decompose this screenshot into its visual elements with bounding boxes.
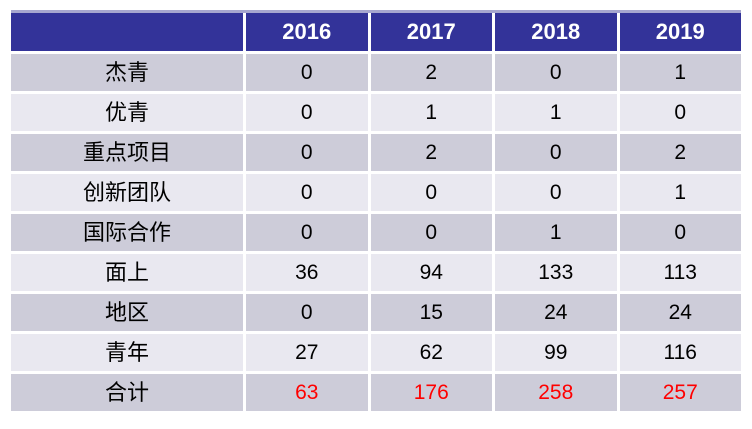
row-label: 青年 bbox=[11, 334, 243, 371]
table-cell: 1 bbox=[370, 94, 492, 131]
table-cell: 2 bbox=[370, 134, 492, 171]
table-cell: 1 bbox=[619, 54, 741, 91]
table-cell: 62 bbox=[370, 334, 492, 371]
table-cell: 15 bbox=[370, 294, 492, 331]
table-cell: 2 bbox=[619, 134, 741, 171]
table-top-border bbox=[11, 10, 741, 13]
column-header-2017: 2017 bbox=[370, 13, 492, 51]
table-cell: 94 bbox=[370, 254, 492, 291]
table-cell: 0 bbox=[495, 174, 617, 211]
total-cell: 258 bbox=[495, 374, 617, 411]
table-cell: 0 bbox=[619, 94, 741, 131]
column-header-2018: 2018 bbox=[495, 13, 617, 51]
table-cell: 0 bbox=[246, 134, 368, 171]
row-label: 杰青 bbox=[11, 54, 243, 91]
grants-by-year-table: 2016 2017 2018 2019 杰青 0 2 0 1 优青 0 1 1 … bbox=[11, 10, 741, 411]
table-cell: 1 bbox=[619, 174, 741, 211]
total-cell: 257 bbox=[619, 374, 741, 411]
table-cell: 0 bbox=[246, 214, 368, 251]
row-label: 优青 bbox=[11, 94, 243, 131]
row-label: 地区 bbox=[11, 294, 243, 331]
column-header-2019: 2019 bbox=[619, 13, 741, 51]
table-cell: 113 bbox=[619, 254, 741, 291]
total-cell: 176 bbox=[370, 374, 492, 411]
table-cell: 0 bbox=[246, 174, 368, 211]
column-header-2016: 2016 bbox=[246, 13, 368, 51]
table-cell: 27 bbox=[246, 334, 368, 371]
table-cell: 0 bbox=[495, 134, 617, 171]
table-cell: 133 bbox=[495, 254, 617, 291]
table-cell: 116 bbox=[619, 334, 741, 371]
table-cell: 0 bbox=[495, 54, 617, 91]
corner-header-cell bbox=[11, 13, 243, 51]
table-cell: 2 bbox=[370, 54, 492, 91]
table-cell: 0 bbox=[246, 94, 368, 131]
table-grid: 2016 2017 2018 2019 杰青 0 2 0 1 优青 0 1 1 … bbox=[11, 13, 741, 411]
table-cell: 24 bbox=[495, 294, 617, 331]
table-cell: 24 bbox=[619, 294, 741, 331]
row-label: 国际合作 bbox=[11, 214, 243, 251]
table-cell: 0 bbox=[246, 294, 368, 331]
row-label: 面上 bbox=[11, 254, 243, 291]
table-cell: 1 bbox=[495, 214, 617, 251]
row-label: 创新团队 bbox=[11, 174, 243, 211]
table-cell: 1 bbox=[495, 94, 617, 131]
row-label: 重点项目 bbox=[11, 134, 243, 171]
table-cell: 99 bbox=[495, 334, 617, 371]
total-row-label: 合计 bbox=[11, 374, 243, 411]
table-cell: 36 bbox=[246, 254, 368, 291]
table-cell: 0 bbox=[246, 54, 368, 91]
total-cell: 63 bbox=[246, 374, 368, 411]
table-cell: 0 bbox=[370, 174, 492, 211]
table-cell: 0 bbox=[619, 214, 741, 251]
table-cell: 0 bbox=[370, 214, 492, 251]
